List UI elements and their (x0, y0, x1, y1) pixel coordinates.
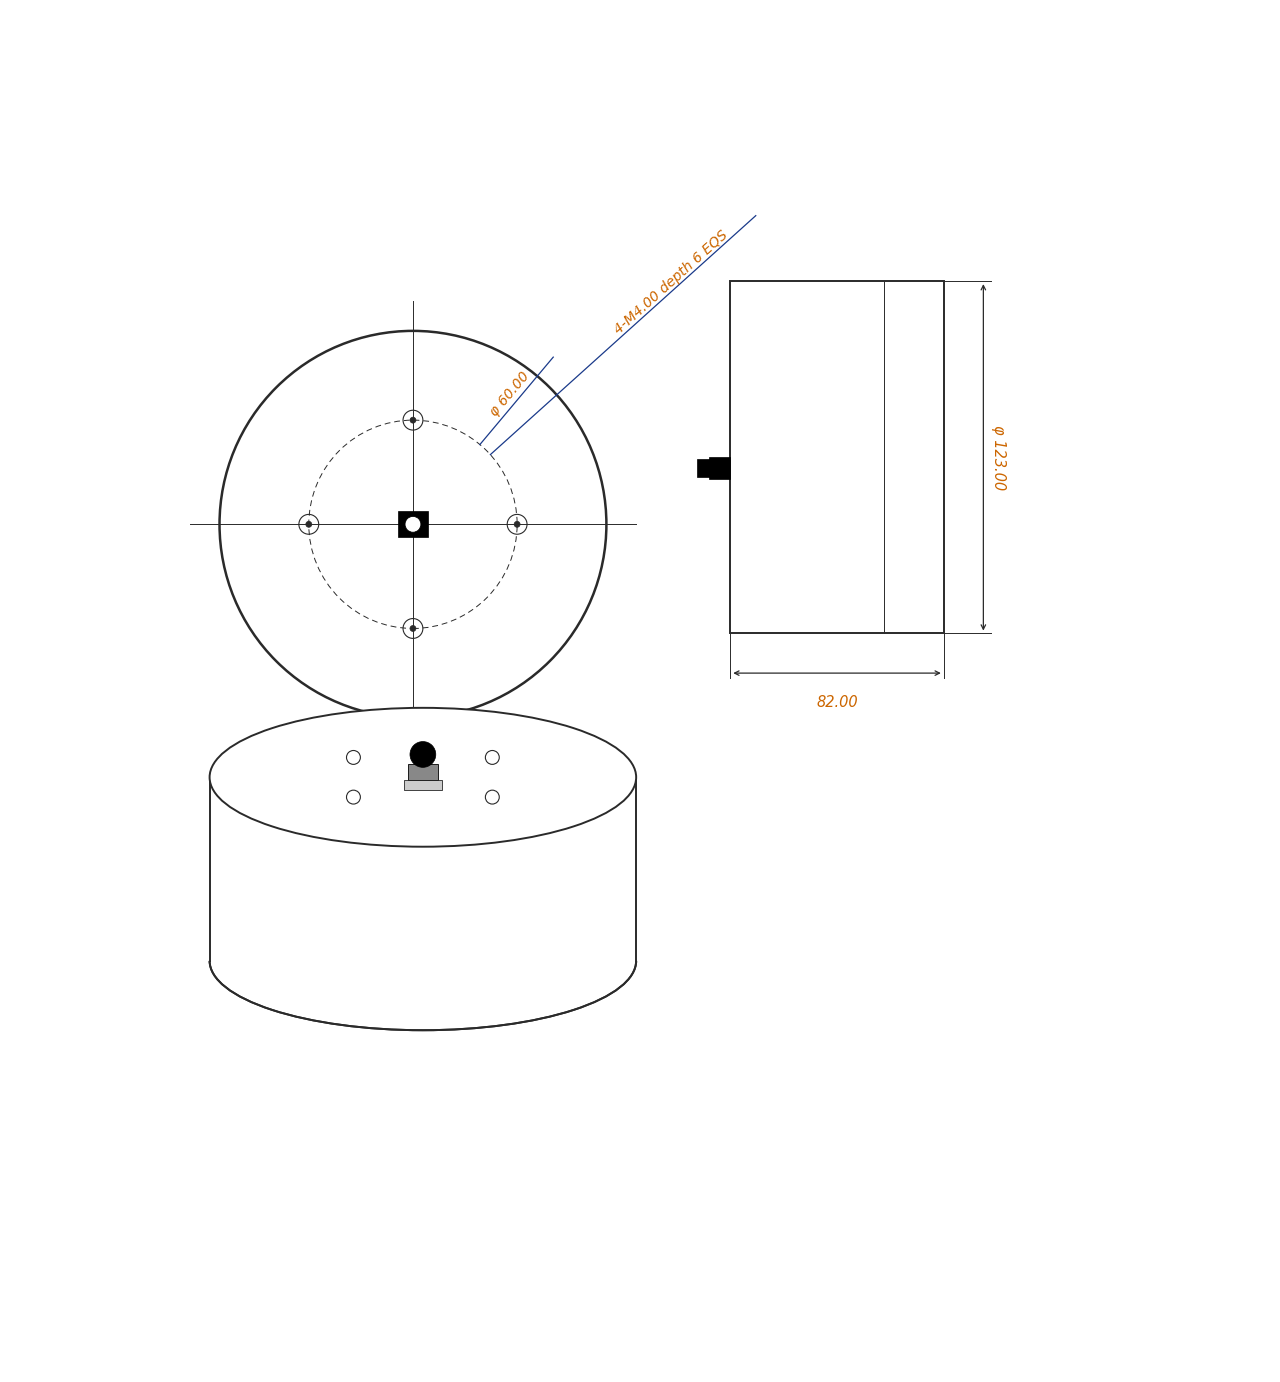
Text: φ 123.00: φ 123.00 (991, 424, 1006, 489)
Bar (709, 457, 731, 478)
Text: 82.00: 82.00 (817, 695, 858, 710)
Bar (404, 781, 442, 791)
Ellipse shape (210, 708, 636, 847)
Bar (205, 886, 641, 960)
Bar (731, 282, 943, 633)
Text: φ 60.00: φ 60.00 (486, 369, 532, 419)
Circle shape (306, 521, 312, 528)
Text: 4-M4.00 depth 6 EQS: 4-M4.00 depth 6 EQS (612, 228, 731, 337)
Circle shape (410, 417, 416, 423)
Circle shape (515, 521, 520, 528)
Circle shape (410, 742, 435, 767)
Bar (696, 459, 709, 477)
Circle shape (410, 626, 416, 632)
Circle shape (404, 517, 421, 532)
Bar (408, 764, 438, 781)
Bar (398, 511, 428, 538)
